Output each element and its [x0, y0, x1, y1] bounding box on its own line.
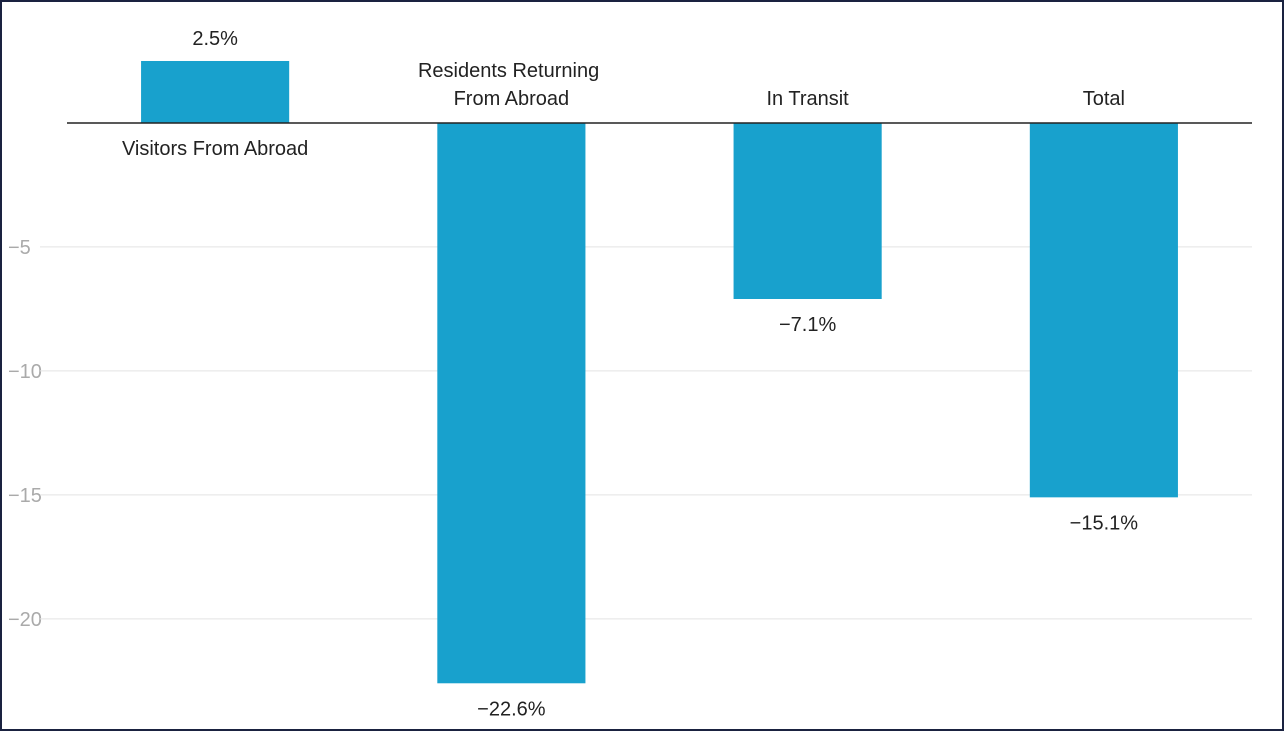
x-tick-label: Residents Returning From Abroad	[418, 60, 605, 110]
bar	[141, 60, 290, 123]
bar	[733, 122, 882, 299]
y-tick-label: −10	[8, 361, 42, 383]
x-tick-label: In Transit	[766, 88, 849, 110]
y-tick-label: −5	[8, 237, 31, 259]
bar	[437, 122, 586, 684]
y-tick-label: −20	[8, 609, 42, 631]
data-label: −15.1%	[1070, 512, 1139, 534]
y-tick-label: −15	[8, 485, 42, 507]
data-label: 2.5%	[192, 28, 238, 50]
data-label: −22.6%	[477, 698, 546, 720]
data-label: −7.1%	[779, 314, 836, 336]
x-tick-label: Visitors From Abroad	[122, 138, 308, 160]
bar	[1029, 122, 1178, 498]
x-tick-label: Total	[1083, 88, 1125, 110]
